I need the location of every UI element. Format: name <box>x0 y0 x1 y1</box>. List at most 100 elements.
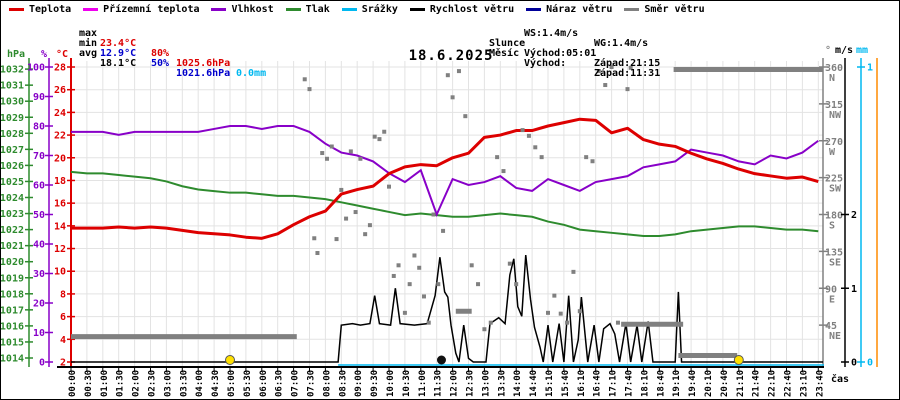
legend-swatch-icon <box>341 8 357 11</box>
svg-text:00:00: 00:00 <box>68 370 78 397</box>
svg-text:13:00: 13:00 <box>481 370 491 397</box>
svg-text:1024: 1024 <box>1 193 24 204</box>
wind-speed-stat: WS:1.4m/s <box>524 28 579 39</box>
stat-min-humidity: 50% <box>151 58 170 69</box>
stat-max-rain: 0.0mm <box>236 68 267 79</box>
svg-text:02:00: 02:00 <box>132 370 142 397</box>
svg-text:06:00: 06:00 <box>259 370 269 397</box>
legend-swatch-icon <box>211 8 227 11</box>
legend-label: Směr větru <box>644 4 705 15</box>
moonrise-time: Východ: <box>524 58 567 69</box>
svg-text:20:10: 20:10 <box>704 370 714 397</box>
legend-item: Náraz větru <box>526 4 612 15</box>
svg-text:04:00: 04:00 <box>195 370 205 397</box>
svg-text:315: 315 <box>825 100 843 111</box>
svg-text:270: 270 <box>825 137 843 148</box>
svg-text:W: W <box>829 147 836 158</box>
svg-text:14: 14 <box>54 221 66 232</box>
sunrise-marker-icon <box>225 355 235 365</box>
legend-label: Teplota <box>29 4 72 15</box>
stat-avg-temp: 18.1°C <box>100 58 137 69</box>
svg-text:12:00: 12:00 <box>450 370 460 397</box>
wind-direction-dots <box>302 65 633 332</box>
svg-text:1018: 1018 <box>1 289 24 300</box>
svg-text:60: 60 <box>33 181 45 192</box>
legend-label: Tlak <box>305 4 330 15</box>
stats-max-row: max 23.4°C 80% 1025.6hPa 0.0mm <box>79 19 266 79</box>
svg-text:N: N <box>829 73 835 84</box>
svg-text:2: 2 <box>60 358 66 369</box>
svg-text:09:00: 09:00 <box>354 370 364 397</box>
moonset-marker-icon <box>436 355 446 365</box>
svg-text:01:00: 01:00 <box>100 370 110 397</box>
svg-text:90: 90 <box>825 284 837 295</box>
svg-text:24: 24 <box>54 108 66 119</box>
svg-text:1026: 1026 <box>1 161 24 172</box>
svg-text:09:30: 09:30 <box>370 370 380 397</box>
legend-item: Rychlost větru <box>409 4 514 15</box>
svg-text:08:00: 08:00 <box>322 370 332 397</box>
svg-text:hPa: hPa <box>7 49 25 60</box>
svg-text:1025: 1025 <box>1 177 24 188</box>
svg-text:1: 1 <box>867 63 873 74</box>
svg-text:čas: čas <box>831 373 849 385</box>
moonset-time: Západ:11:31 <box>594 68 661 79</box>
legend-label: Přízemní teplota <box>103 4 200 15</box>
precipitation-axis: mm 0 1 <box>856 45 873 369</box>
wind-stats-row: WS:1.4m/s WG:1.4m/s <box>489 19 648 49</box>
svg-text:20: 20 <box>33 299 45 310</box>
time-axis: čas 00:00 00:30 01:00 01:30 02:00 02:30 03:00 03… <box>57 366 849 397</box>
svg-text:10: 10 <box>33 328 45 339</box>
svg-text:06:30: 06:30 <box>275 370 285 397</box>
svg-text:100: 100 <box>27 63 45 74</box>
stat-max-temp: 23.4°C <box>100 38 137 49</box>
legend-item: Směr větru <box>624 4 705 15</box>
svg-text:15:10: 15:10 <box>545 370 555 397</box>
svg-text:NW: NW <box>829 110 842 121</box>
svg-text:E: E <box>829 294 835 305</box>
svg-text:21:40: 21:40 <box>752 370 762 397</box>
svg-text:05:30: 05:30 <box>243 370 253 397</box>
legend-bar: Teplota Přízemní teplota Vlhkost Tlak Srážky… <box>9 4 717 15</box>
svg-text:1023: 1023 <box>1 209 24 220</box>
svg-text:10:00: 10:00 <box>386 370 396 397</box>
stat-avg-label: avg <box>79 48 98 59</box>
svg-text:26: 26 <box>54 85 66 96</box>
svg-text:22:10: 22:10 <box>768 370 778 397</box>
svg-text:01:30: 01:30 <box>116 370 126 397</box>
legend-item: Srážky <box>341 4 398 15</box>
svg-text:30: 30 <box>33 269 45 280</box>
temperature-line <box>71 117 819 240</box>
svg-text:2: 2 <box>851 210 857 221</box>
svg-text:180: 180 <box>825 211 843 222</box>
svg-text:19:40: 19:40 <box>688 370 698 397</box>
stat-max-humidity: 80% <box>151 48 170 59</box>
svg-text:16:40: 16:40 <box>593 370 603 397</box>
humidity-line <box>71 125 819 218</box>
legend-swatch-icon <box>9 8 24 11</box>
svg-text:1027: 1027 <box>1 145 24 156</box>
svg-text:SW: SW <box>829 184 842 195</box>
pressure-axis: hPa 1014 1015 1016 1017 1018 1019 1020 1021 1022 1… <box>1 49 33 365</box>
stat-max-pressure: 1025.6hPa <box>176 58 231 69</box>
legend-item: Teplota <box>9 4 71 15</box>
svg-text:1: 1 <box>851 284 857 295</box>
legend-item: Přízemní teplota <box>83 4 199 15</box>
humidity-axis: % 0 10 20 30 40 50 60 70 80 90 100 <box>27 49 53 369</box>
legend-label: Vlhkost <box>231 4 274 15</box>
svg-text:%: % <box>41 49 47 60</box>
svg-text:13:30: 13:30 <box>497 370 507 397</box>
stats-min-row: min 12.9°C 50% 1021.6hPa <box>79 29 230 79</box>
stat-min-pressure: 1021.6hPa <box>176 68 231 79</box>
moon-stats-row: Měsíc Východ: Západ:11:31 <box>489 39 660 79</box>
legend-swatch-icon <box>83 8 99 11</box>
svg-text:1016: 1016 <box>1 321 24 332</box>
wind-gust-stat: WG:1.4m/s <box>594 38 649 49</box>
svg-text:28: 28 <box>54 63 66 74</box>
svg-text:17:40: 17:40 <box>625 370 635 397</box>
svg-text:19:10: 19:10 <box>672 370 682 397</box>
svg-text:1030: 1030 <box>1 97 24 108</box>
svg-text:45: 45 <box>825 321 837 332</box>
svg-text:SE: SE <box>829 257 841 268</box>
legend-label: Srážky <box>361 4 398 15</box>
